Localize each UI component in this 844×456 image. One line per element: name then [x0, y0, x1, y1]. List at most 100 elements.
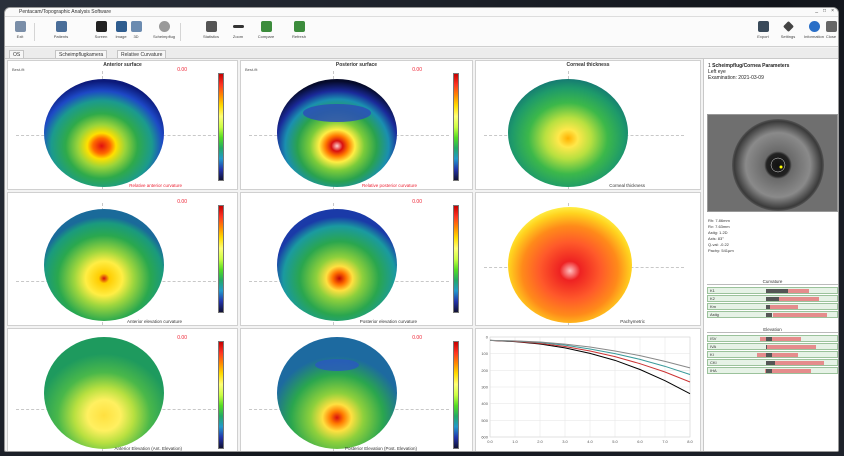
close-window-button[interactable]: ×	[831, 8, 834, 14]
topography-map	[508, 79, 628, 187]
cube-icon	[130, 21, 142, 32]
x-tick-label: 6.0	[637, 439, 643, 444]
map-panel-anterior[interactable]: Anterior surface 0.00 Best-fit Relative …	[7, 60, 238, 190]
map-panel-posterior[interactable]: Posterior surface 0.00 Best-fit Relative…	[240, 60, 473, 190]
close-button[interactable]: Close	[820, 19, 838, 45]
indicator-peak	[775, 361, 825, 365]
close-icon	[825, 21, 837, 32]
curvature-section: Curvature K1 K2 Km Astig	[707, 279, 838, 319]
toolbar: Exit Patients Screen Image 3D Scheimpflu…	[5, 17, 838, 47]
color-scale	[218, 73, 232, 181]
compare-icon	[260, 21, 272, 32]
scheimpflug-button[interactable]: Scheimpflug	[153, 19, 175, 45]
topography-map	[44, 209, 164, 321]
map-caption: Relative posterior curvature	[361, 183, 417, 188]
indicator-label: IVA	[710, 344, 717, 349]
eye-image[interactable]	[707, 114, 838, 212]
indicator-peak	[772, 313, 827, 317]
export-button[interactable]: Export	[752, 19, 774, 45]
exam-date: Examination: 2021-03-09	[708, 75, 764, 81]
indicator-bar	[766, 369, 773, 373]
settings-button[interactable]: Settings	[777, 19, 799, 45]
patient-eye: Left eye	[708, 69, 726, 75]
zoom-button[interactable]: Zoom	[227, 19, 249, 45]
printer-icon	[757, 21, 769, 32]
y-tick-label: 400	[481, 401, 488, 406]
minimize-button[interactable]: _	[815, 8, 819, 14]
statistics-button[interactable]: Statistics	[200, 19, 222, 45]
indicator-bar	[766, 345, 768, 349]
indicator-row: IVA	[707, 343, 838, 350]
map-value: 0.00	[177, 67, 187, 73]
exit-icon	[14, 21, 26, 32]
indicator-label: Km	[710, 304, 716, 309]
wrench-icon	[782, 21, 794, 32]
topography-map	[277, 337, 397, 449]
indicator-row: IHA	[707, 367, 838, 374]
map-title: Anterior surface	[103, 62, 142, 68]
map-value: 0.00	[177, 199, 187, 205]
compare-button[interactable]: Compare	[255, 19, 277, 45]
screen-button[interactable]: Screen	[90, 19, 112, 45]
map-panel-anterior-3[interactable]: 0.00 Anterior Elevation (Ant. Elevation)	[7, 328, 238, 451]
refresh-button[interactable]: Refresh	[288, 19, 310, 45]
map-panel-pachymetric[interactable]: Pachymetric	[475, 192, 701, 326]
window-title: Pentacam/Topographic Analysis Software	[19, 9, 111, 15]
tab-scheimpflug[interactable]: Scheimpflugkamera	[55, 50, 108, 58]
monitor-icon	[95, 21, 107, 32]
x-tick-label: 4.0	[587, 439, 593, 444]
3d-button[interactable]: 3D	[125, 19, 147, 45]
color-scale	[218, 205, 232, 313]
topography-map	[277, 209, 397, 321]
image-button[interactable]: Image	[110, 19, 132, 45]
k-value: Rh: 7.86mm	[708, 218, 730, 223]
map-caption: Pachymetric	[620, 319, 645, 324]
map-value: 0.00	[412, 199, 422, 205]
map-caption: Anterior Elevation (Ant. Elevation)	[114, 446, 182, 451]
patient-header: 1 Scheimpflug/Cornea Parameters Left eye…	[708, 63, 838, 81]
indicator-peak	[764, 369, 812, 373]
indicator-peak	[767, 345, 817, 349]
information-button[interactable]: Information	[803, 19, 825, 45]
patients-icon	[55, 21, 67, 32]
chart-icon	[205, 21, 217, 32]
indicator-row: KI	[707, 351, 838, 358]
indicator-bar	[766, 305, 770, 309]
x-tick-label: 8.0	[687, 439, 693, 444]
maximize-button[interactable]: □	[823, 8, 827, 14]
indicator-label: K2	[710, 296, 715, 301]
topography-map	[44, 79, 164, 187]
color-scale	[218, 341, 232, 449]
patients-button[interactable]: Patients	[50, 19, 72, 45]
map-caption: Posterior Elevation (Post. Elevation)	[344, 446, 417, 451]
map-side-label: Best-fit	[12, 67, 25, 72]
map-caption: Corneal thickness	[609, 183, 645, 188]
indicator-peak	[769, 305, 799, 309]
topography-map	[44, 337, 164, 449]
indicator-bar	[766, 289, 788, 293]
keratometry-list: Rh: 7.86mm Rv: 7.63mm Astig: 1.2D Axis: …	[708, 218, 838, 254]
app-window: Pentacam/Topographic Analysis Software _…	[4, 7, 839, 452]
refresh-icon	[293, 21, 305, 32]
y-tick-label: 200	[481, 368, 488, 373]
x-tick-label: 2.0	[537, 439, 543, 444]
map-value: 0.00	[412, 335, 422, 341]
k-value: Astig: 1.2D	[708, 230, 728, 235]
indicator-label: K1	[710, 288, 715, 293]
color-scale	[453, 205, 467, 313]
x-tick-label: 3.0	[562, 439, 568, 444]
map-panel-thickness[interactable]: Corneal thickness Corneal thickness	[475, 60, 701, 190]
indicator-label: ISV	[710, 336, 717, 341]
y-tick-label: 500	[481, 418, 488, 423]
map-title: Corneal thickness	[566, 62, 610, 68]
tab-bar: OS Scheimpflugkamera Relative Curvature	[5, 48, 838, 59]
indicator-row: K2	[707, 295, 838, 302]
y-tick-label: 0	[486, 335, 489, 340]
map-panel-posterior-elevation[interactable]: 0.00 Posterior elevation curvature	[240, 192, 473, 326]
map-panel-posterior-3[interactable]: 0.00 Posterior Elevation (Post. Elevatio…	[240, 328, 473, 451]
tab-eye[interactable]: OS	[9, 50, 25, 58]
exit-button[interactable]: Exit	[9, 19, 31, 45]
patient-id: 1	[708, 63, 711, 69]
tab-relative-curvature[interactable]: Relative Curvature	[117, 50, 167, 58]
map-panel-anterior-elevation[interactable]: 0.00 Anterior elevation curvature	[7, 192, 238, 326]
